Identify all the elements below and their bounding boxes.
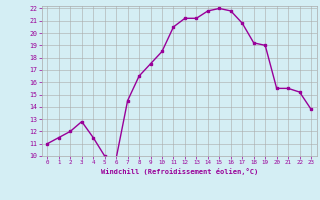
X-axis label: Windchill (Refroidissement éolien,°C): Windchill (Refroidissement éolien,°C) xyxy=(100,168,258,175)
